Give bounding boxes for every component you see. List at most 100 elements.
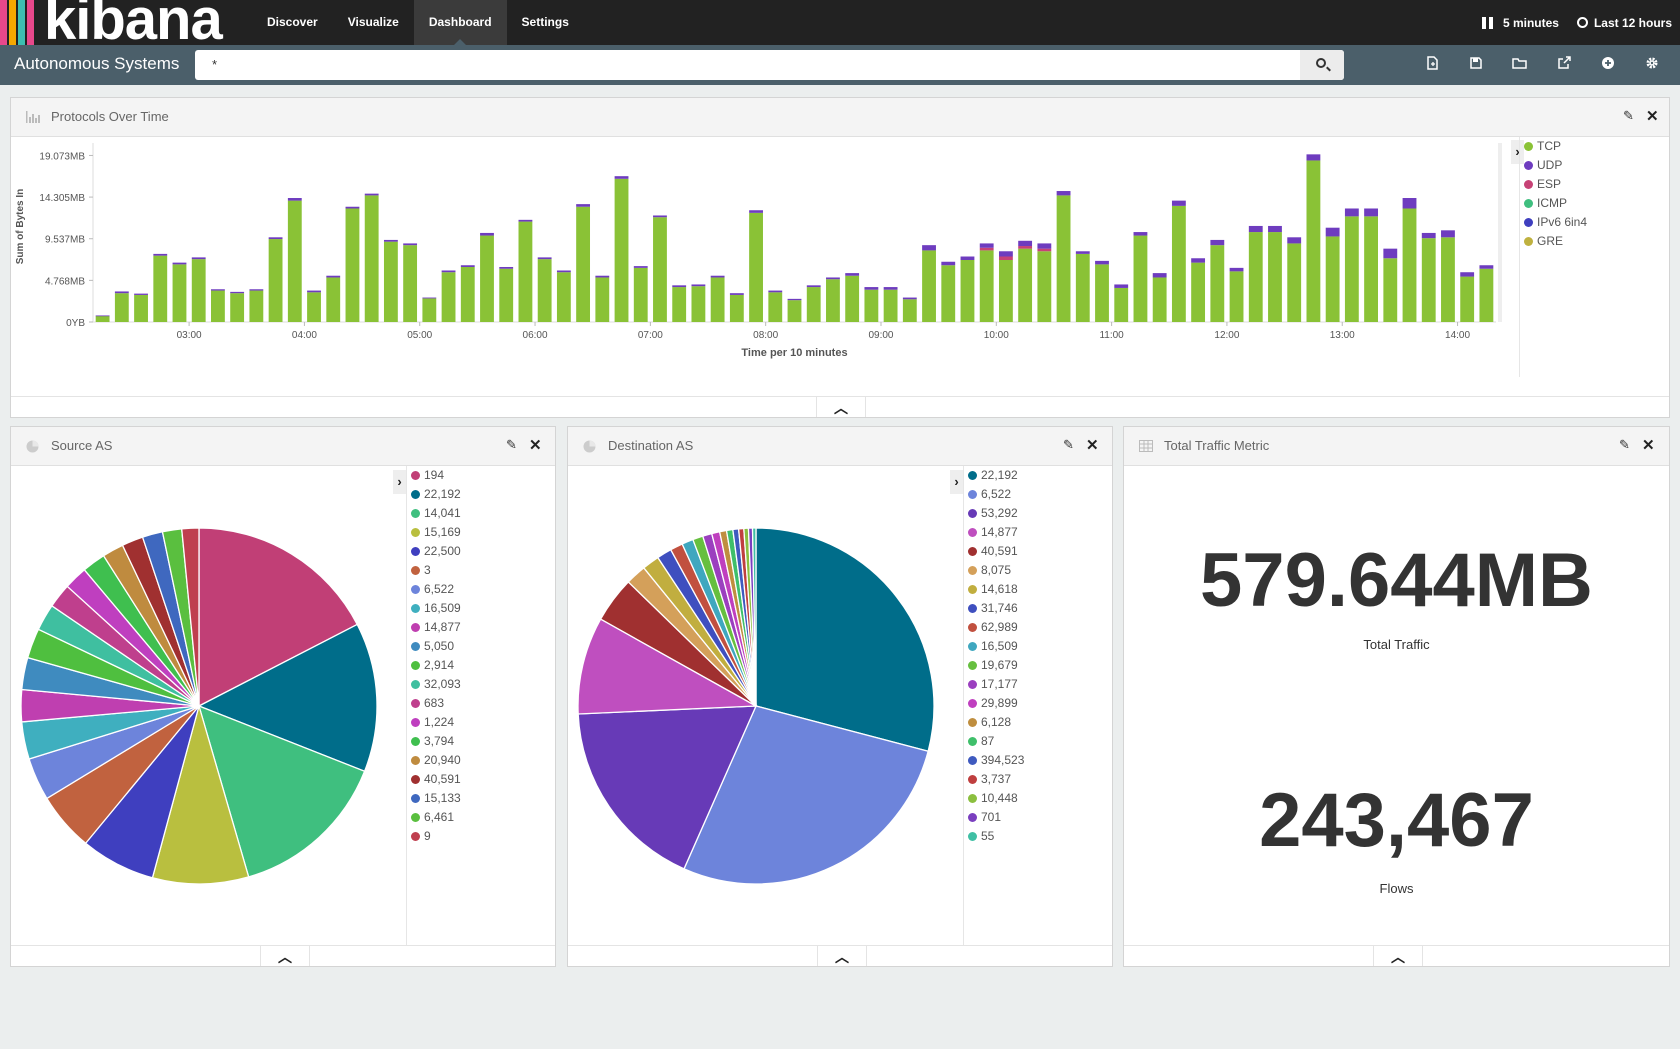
edit-pencil-icon[interactable]: ✎ [1623, 108, 1634, 123]
dashboard-title: Autonomous Systems [14, 54, 180, 73]
legend-item[interactable]: 16,509 [968, 637, 1024, 656]
bar-tcp [826, 279, 840, 322]
bar-udp [787, 298, 802, 301]
close-icon[interactable]: ✕ [529, 437, 542, 454]
search-button[interactable] [1300, 50, 1344, 80]
legend-item[interactable]: 15,133 [411, 789, 461, 808]
legend-item[interactable]: 6,522 [411, 580, 461, 599]
legend-toggle-icon[interactable]: › [950, 470, 963, 494]
dashboard-options-button[interactable] [1630, 53, 1674, 77]
save-dashboard-button[interactable] [1454, 53, 1498, 77]
kibana-logo[interactable]: kibana [0, 0, 252, 45]
legend-item[interactable]: 8,075 [968, 561, 1024, 580]
legend-label: 87 [981, 734, 995, 748]
legend-item[interactable]: 1,224 [411, 713, 461, 732]
legend-label: 15,169 [424, 525, 461, 539]
legend-item[interactable]: 22,192 [968, 466, 1024, 485]
legend-label: 3,737 [981, 772, 1012, 786]
legend-label: 3 [424, 563, 431, 577]
legend-item[interactable]: 40,591 [411, 770, 461, 789]
bar-tcp [595, 277, 610, 322]
open-dashboard-button[interactable] [1498, 53, 1542, 77]
add-visualization-button[interactable] [1586, 53, 1630, 77]
clock-icon[interactable] [1576, 17, 1588, 28]
edit-pencil-icon[interactable]: ✎ [506, 437, 517, 452]
legend-label: 14,877 [981, 525, 1018, 539]
bar-tcp [1402, 208, 1417, 322]
close-icon[interactable]: ✕ [1086, 437, 1099, 454]
legend-item[interactable]: 14,877 [968, 523, 1024, 542]
bar-udp [211, 289, 225, 291]
bar-tcp [998, 260, 1013, 322]
legend-toggle-icon[interactable]: › [393, 470, 406, 494]
legend-item[interactable]: 394,523 [968, 751, 1024, 770]
legend-item[interactable]: 14,618 [968, 580, 1024, 599]
nav-dashboard[interactable]: Dashboard [413, 0, 507, 45]
legend-item[interactable]: 194 [411, 466, 461, 485]
legend-item[interactable]: 53,292 [968, 504, 1024, 523]
legend-item[interactable]: 14,041 [411, 504, 461, 523]
edit-pencil-icon[interactable]: ✎ [1063, 437, 1074, 452]
legend-item[interactable]: 3,737 [968, 770, 1024, 789]
legend-item[interactable]: 22,500 [411, 542, 461, 561]
panel-destination-as: Destination AS ✎ ✕ › 22,192 6,522 53,292 14… [567, 426, 1113, 967]
legend-item[interactable]: ICMP [1524, 194, 1587, 213]
bar-tcp [614, 178, 629, 322]
legend-item[interactable]: 5,050 [411, 637, 461, 656]
legend-item[interactable]: 6,461 [411, 808, 461, 827]
close-icon[interactable]: ✕ [1646, 108, 1659, 125]
legend-item[interactable]: 40,591 [968, 542, 1024, 561]
new-dashboard-button[interactable] [1410, 53, 1454, 77]
legend-item[interactable]: 17,177 [968, 675, 1024, 694]
legend-swatch [411, 699, 420, 708]
legend-item[interactable]: 6,522 [968, 485, 1024, 504]
pause-icon[interactable] [1481, 16, 1493, 29]
legend-item[interactable]: 16,509 [411, 599, 461, 618]
collapse-chevron-up-icon[interactable]: ︿ [1373, 945, 1423, 966]
nav-settings[interactable]: Settings [521, 15, 569, 29]
x-tick-label: 06:00 [523, 330, 548, 341]
share-dashboard-button[interactable] [1542, 53, 1586, 77]
search-input[interactable]: * [212, 57, 218, 72]
time-controls: 5 minutes Last 12 hours [1481, 0, 1672, 45]
collapse-chevron-up-icon[interactable]: ︿ [260, 945, 310, 966]
legend-item[interactable]: UDP [1524, 156, 1587, 175]
bar-tcp [1479, 268, 1494, 322]
legend-item[interactable]: 683 [411, 694, 461, 713]
legend-item[interactable]: 22,192 [411, 485, 461, 504]
nav-discover[interactable]: Discover [267, 15, 318, 29]
legend-item[interactable]: 2,914 [411, 656, 461, 675]
legend-item[interactable]: IPv6 6in4 [1524, 213, 1587, 232]
legend-item[interactable]: 55 [968, 827, 1024, 846]
legend-item[interactable]: 32,093 [411, 675, 461, 694]
bar-tcp [768, 292, 783, 322]
legend-item[interactable]: TCP [1524, 137, 1587, 156]
legend-item[interactable]: 19,679 [968, 656, 1024, 675]
legend-item[interactable]: ESP [1524, 175, 1587, 194]
legend-label: 29,899 [981, 696, 1018, 710]
legend-toggle-icon[interactable]: › [1511, 140, 1524, 164]
edit-pencil-icon[interactable]: ✎ [1619, 437, 1630, 452]
collapse-chevron-up-icon[interactable]: ︿ [817, 945, 867, 966]
legend-item[interactable]: 62,989 [968, 618, 1024, 637]
legend-item[interactable]: 701 [968, 808, 1024, 827]
legend-item[interactable]: 14,877 [411, 618, 461, 637]
legend-item[interactable]: 3,794 [411, 732, 461, 751]
legend-swatch [411, 623, 420, 632]
legend-item[interactable]: 6,128 [968, 713, 1024, 732]
legend-item[interactable]: 87 [968, 732, 1024, 751]
close-icon[interactable]: ✕ [1642, 437, 1655, 454]
legend-item[interactable]: 10,448 [968, 789, 1024, 808]
refresh-interval[interactable]: 5 minutes [1502, 15, 1559, 30]
legend-item[interactable]: GRE [1524, 232, 1587, 251]
time-range[interactable]: Last 12 hours [1593, 15, 1672, 30]
legend-item[interactable]: 15,169 [411, 523, 461, 542]
legend-item[interactable]: 3 [411, 561, 461, 580]
legend-item[interactable]: 31,746 [968, 599, 1024, 618]
nav-visualize[interactable]: Visualize [347, 15, 399, 29]
collapse-chevron-up-icon[interactable]: ︿ [816, 396, 866, 417]
legend-item[interactable]: 29,899 [968, 694, 1024, 713]
legend-item[interactable]: 20,940 [411, 751, 461, 770]
legend-item[interactable]: 9 [411, 827, 461, 846]
legend-label: 2,914 [424, 658, 455, 672]
